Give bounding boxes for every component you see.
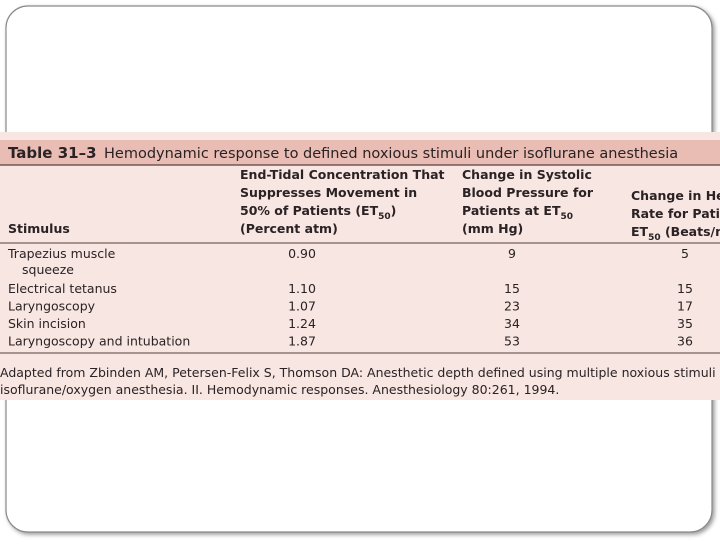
cell: 1.24 [288, 316, 316, 331]
header-subscript: 50 [648, 233, 661, 243]
cell: 1.10 [288, 281, 316, 296]
header-text: Suppresses Movement in [240, 185, 417, 200]
cell: 36 [677, 334, 693, 349]
header-text: (mm Hg) [462, 221, 523, 236]
header-text: Blood Pressure for [462, 185, 594, 200]
stimulus: Laryngoscopy and intubation [8, 334, 190, 349]
header-text: Patients at ET [462, 203, 561, 218]
cell: 5 [681, 246, 689, 261]
stimulus: Trapezius muscle [7, 246, 116, 261]
footnote: isoflurane/oxygen anesthesia. II. Hemody… [0, 382, 559, 397]
stimulus: Laryngoscopy [8, 299, 96, 314]
column-header: Change in Systolic [462, 167, 592, 182]
column-header: ET50 (Beats/mi [631, 224, 720, 243]
stimulus: Skin incision [8, 316, 86, 331]
column-header: Rate for Patie [631, 206, 720, 221]
title-bar [0, 140, 720, 165]
header-text: (Percent atm) [240, 221, 338, 236]
header-text: (Beats/mi [661, 224, 720, 239]
column-header: Patients at ET50 [462, 203, 573, 222]
cell: 15 [677, 281, 693, 296]
column-header: (Percent atm) [240, 221, 338, 236]
table-title: Hemodynamic response to defined noxious … [104, 146, 678, 162]
cell: 0.90 [288, 246, 316, 261]
column-header: 50% of Patients (ET50) [240, 203, 396, 222]
stimulus: Electrical tetanus [8, 281, 117, 296]
cell: 35 [677, 316, 693, 331]
header-text: 50% of Patients (ET [240, 203, 379, 218]
header-text: End-Tidal Concentration That [240, 167, 445, 182]
footnote: Adapted from Zbinden AM, Petersen-Felix … [0, 365, 720, 380]
column-header: Suppresses Movement in [240, 185, 417, 200]
cell: 23 [504, 299, 520, 314]
cell: 53 [504, 334, 520, 349]
stimulus: squeeze [22, 262, 74, 277]
cell: 1.07 [288, 299, 316, 314]
cell: 17 [677, 299, 693, 314]
header-subscript: 50 [378, 212, 391, 222]
table-label: Table 31–3 [8, 144, 97, 162]
cell: 34 [504, 316, 520, 331]
column-header: Blood Pressure for [462, 185, 594, 200]
header-text: Change in Systolic [462, 167, 592, 182]
header-text: Rate for Patie [631, 206, 720, 221]
cell: 9 [508, 246, 516, 261]
header-subscript: 50 [561, 212, 574, 222]
header-text: Change in Hea [631, 188, 720, 203]
cell: 1.87 [288, 334, 316, 349]
header-text: ) [391, 203, 397, 218]
cell: 15 [504, 281, 520, 296]
column-header: Change in Hea [631, 188, 720, 203]
column-header: End-Tidal Concentration That [240, 167, 445, 182]
table-image [0, 132, 720, 400]
header-text: ET [631, 224, 649, 239]
column-header: (mm Hg) [462, 221, 523, 236]
header-text: Stimulus [8, 221, 70, 236]
column-header: Stimulus [8, 221, 70, 236]
